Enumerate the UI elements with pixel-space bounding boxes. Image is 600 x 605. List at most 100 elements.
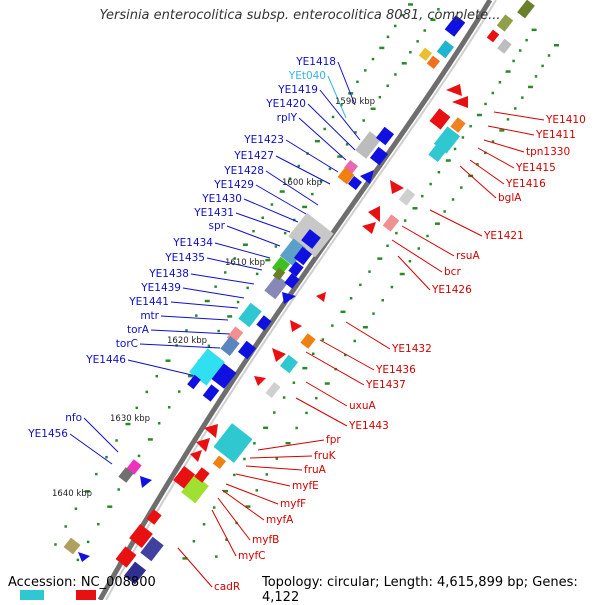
gene-label-right: myfE [292, 480, 319, 492]
gene-label-right: YE1415 [516, 162, 556, 174]
tick-mark [295, 426, 298, 430]
gene-label-right: rsuA [456, 250, 480, 262]
tick-mark [416, 40, 419, 43]
tick-mark [84, 490, 90, 493]
tick-mark [541, 64, 544, 68]
tick-mark [372, 312, 375, 315]
tick-mark [547, 54, 551, 57]
tick-mark [356, 80, 359, 84]
leader-line [235, 473, 291, 487]
leader-line [459, 165, 497, 199]
gene-label-right: myfA [266, 514, 294, 526]
tick-mark [274, 245, 278, 248]
gene-label-right: YE1436 [376, 364, 416, 376]
tick-mark [187, 374, 193, 378]
tick-mark [273, 411, 276, 414]
tick-mark [233, 257, 236, 260]
tick-mark [265, 258, 271, 262]
tick-mark [297, 164, 301, 168]
tick-mark [453, 147, 457, 151]
gene-label-right: fruA [304, 464, 326, 476]
tick-mark [499, 129, 505, 132]
leader-line [401, 225, 455, 257]
tick-mark [305, 411, 308, 415]
tick-mark [233, 473, 236, 477]
leader-line [150, 329, 231, 335]
tick-mark [115, 439, 118, 442]
right-leader-lines [177, 111, 545, 588]
leader-line [469, 159, 505, 185]
gene-label-left: YE1438 [149, 268, 189, 280]
tick-mark [192, 539, 196, 543]
tick-mark [227, 315, 233, 318]
tick-mark [513, 107, 517, 110]
leader-line [345, 321, 391, 350]
gene-label-left: YE1441 [129, 296, 169, 308]
tick-mark [521, 96, 524, 99]
leader-line [319, 339, 375, 371]
tick-mark [261, 216, 264, 219]
tick-mark [525, 38, 528, 42]
leader-line [170, 301, 239, 309]
tick-mark [285, 441, 291, 445]
gene-label-left: YE1430 [202, 193, 242, 205]
scale-label: 1630 kbp [110, 414, 151, 424]
tick-mark [117, 488, 120, 491]
accession-text: Accession: NC_008800 [8, 575, 156, 590]
gene-label-left: YE1428 [224, 165, 264, 177]
gene-label-right: YE1410 [546, 114, 586, 126]
tick-mark [207, 344, 211, 348]
tick-mark [245, 505, 251, 508]
tick-mark [86, 540, 90, 544]
tick-mark [107, 505, 113, 508]
gene-label-right: YE1432 [392, 343, 432, 355]
leader-line [139, 343, 221, 349]
scale-label: 1640 kbp [52, 489, 93, 499]
gene-label-left: YE1427 [234, 150, 274, 162]
leader-line [225, 483, 279, 505]
scale-label: 1610 kbp [225, 258, 266, 268]
gene-label-left: YE1431 [194, 207, 234, 219]
tick-mark [381, 299, 384, 302]
gene-label-right: tpn1330 [526, 146, 571, 158]
tick-mark [426, 234, 429, 238]
tick-mark [282, 396, 286, 399]
gene-label-left: YE1423 [244, 134, 284, 146]
gene-label-right: YE1426 [432, 284, 472, 296]
tick-mark [491, 140, 495, 143]
tick-mark [76, 558, 80, 562]
tick-mark [505, 70, 511, 73]
gene-label-left: YEt040 [288, 70, 326, 82]
gene-label-left: torA [126, 324, 149, 336]
gene-label-right: YE1416 [506, 178, 546, 190]
gene-label-left: YE1429 [214, 179, 254, 191]
tick-mark [204, 299, 210, 303]
tick-mark [386, 84, 389, 88]
tick-mark [491, 91, 495, 95]
tick-mark [362, 119, 365, 122]
tick-mark [74, 507, 78, 511]
leader-line [307, 103, 356, 151]
leader-line [477, 147, 515, 169]
tick-mark [64, 525, 67, 528]
tick-mark [349, 296, 353, 300]
tick-mark [370, 107, 376, 111]
tick-mark [165, 359, 171, 362]
gene-label-right: myfB [252, 534, 280, 546]
tick-mark [408, 3, 414, 6]
tick-mark [217, 329, 220, 333]
tick-mark [177, 390, 181, 393]
tick-mark [437, 8, 440, 11]
gene-label-left: torC [115, 338, 138, 350]
tick-mark [253, 442, 256, 445]
leader-line [214, 242, 271, 259]
tick-mark [364, 69, 367, 72]
tick-mark [202, 523, 206, 526]
tick-mark [311, 192, 314, 196]
tick-mark [54, 543, 57, 546]
tick-mark [378, 95, 382, 99]
tick-mark [451, 198, 455, 201]
gene-label-right: myfC [238, 550, 266, 562]
tick-mark [498, 80, 502, 84]
tick-mark [167, 406, 171, 409]
